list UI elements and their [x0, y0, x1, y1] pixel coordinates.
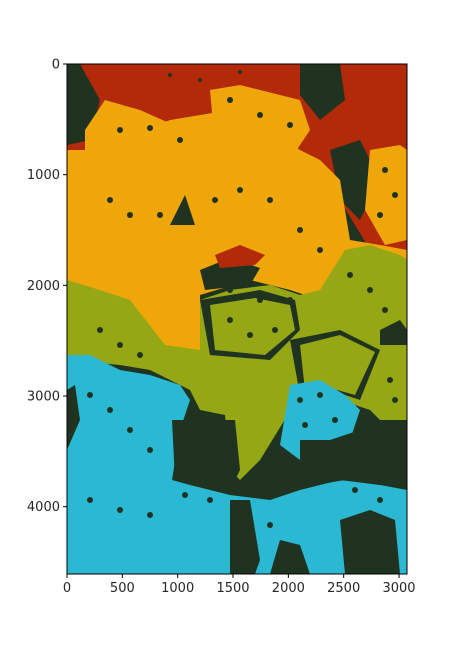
x-tick-label: 1500 [216, 581, 249, 596]
y-axis: 0 1000 2000 3000 4000 [27, 58, 67, 515]
dark-gap-cyan-2 [300, 430, 395, 485]
orange-block-center [210, 85, 310, 165]
olive-inner [210, 298, 295, 355]
red-strip-mid [215, 245, 265, 268]
x-tick-label: 500 [110, 581, 135, 596]
orange-block-right [365, 145, 407, 245]
cyan-region [67, 355, 407, 574]
x-tick-label: 0 [63, 581, 71, 596]
dark-gap-cyan-3 [230, 500, 260, 574]
y-tick-label: 2000 [27, 279, 60, 294]
dark-gap-cyan-1 [172, 420, 240, 490]
x-axis: 0 500 1000 1500 2000 2500 3000 [63, 574, 416, 596]
segmented-image [67, 64, 407, 574]
y-tick-label: 1000 [27, 168, 60, 183]
dark-strip-left [67, 385, 80, 450]
x-tick-label: 2000 [272, 581, 305, 596]
x-tick-label: 2500 [327, 581, 360, 596]
y-tick-label: 0 [52, 58, 60, 73]
olive-inner-2 [300, 335, 375, 395]
dark-gap-cyan-5 [270, 540, 310, 574]
x-tick-label: 1000 [161, 581, 194, 596]
dark-patch-top [300, 64, 345, 120]
x-tick-label: 3000 [382, 581, 415, 596]
olive-region [67, 245, 407, 480]
y-tick-label: 4000 [27, 500, 60, 515]
dark-gap-cyan-4 [340, 510, 400, 574]
plot-frame [66, 63, 408, 575]
y-tick-label: 3000 [27, 390, 60, 405]
dark-gap-olive-3 [380, 320, 407, 345]
orange-block-top [85, 100, 195, 175]
dark-gap-1 [170, 195, 195, 225]
texture-dots [87, 70, 398, 533]
dark-gap-2 [200, 258, 260, 290]
